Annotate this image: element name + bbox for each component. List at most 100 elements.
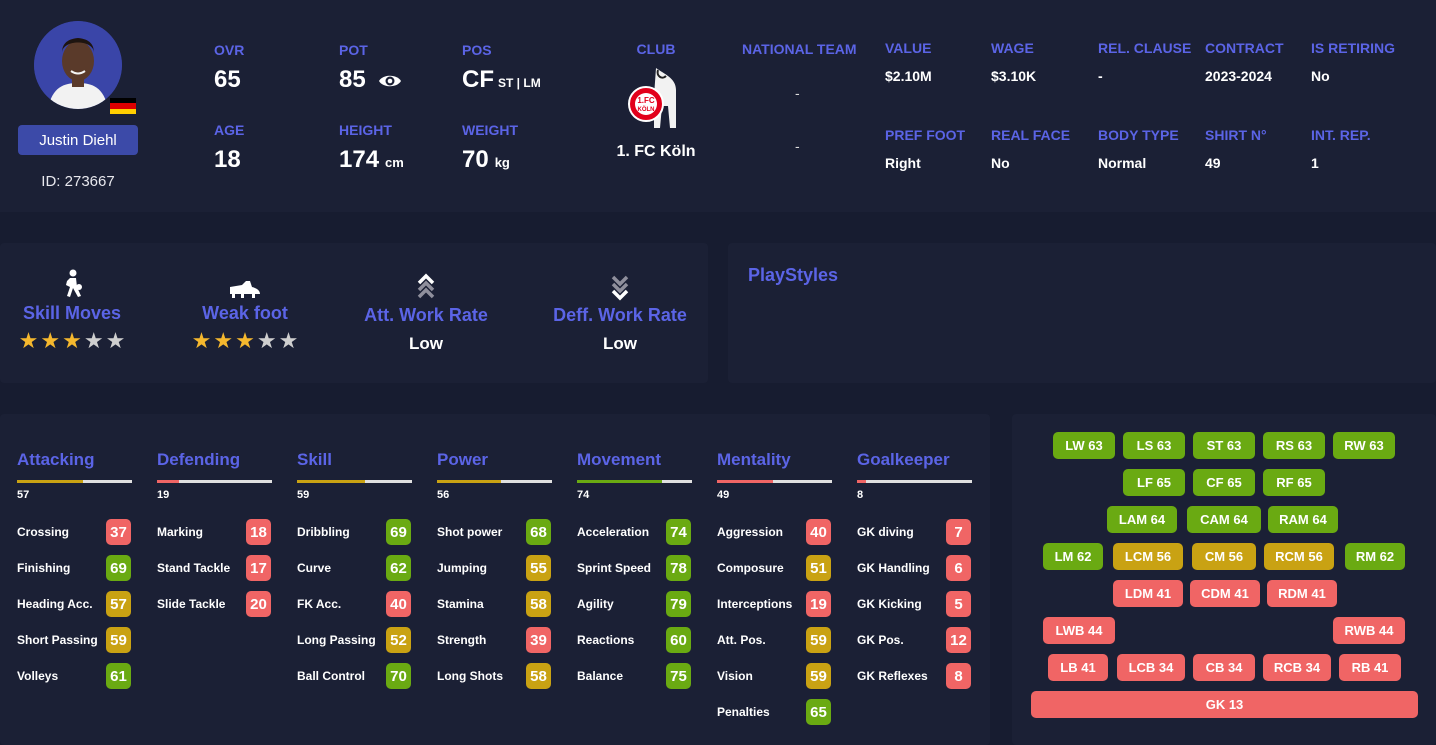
main-position: CF bbox=[462, 66, 494, 93]
club-name[interactable]: 1. FC Köln bbox=[616, 143, 696, 160]
position-rating-lcm[interactable]: LCM 56 bbox=[1113, 543, 1183, 570]
attribute-row: Long Shots 58 bbox=[437, 663, 551, 689]
position-rating-lwb[interactable]: LWB 44 bbox=[1043, 617, 1115, 644]
is-retiring-value: No bbox=[1311, 68, 1330, 84]
traits-panel: Skill Moves ★ ★ ★ ★ ★ Weak foot ★ ★ ★ ★ ★ Att. W… bbox=[0, 243, 708, 383]
category-bar-fill bbox=[717, 480, 774, 483]
height-unit: cm bbox=[385, 155, 404, 170]
category-movement: Movement 74 bbox=[577, 450, 692, 501]
weight-label: WEIGHT bbox=[462, 122, 518, 138]
attribute-row: Heading Acc. 57 bbox=[17, 591, 131, 617]
attribute-row: Volleys 61 bbox=[17, 663, 131, 689]
position-rating-lw[interactable]: LW 63 bbox=[1053, 432, 1115, 459]
attribute-value: 7 bbox=[946, 519, 971, 545]
position-rating-rw[interactable]: RW 63 bbox=[1333, 432, 1395, 459]
shirt-number-value: 49 bbox=[1205, 155, 1221, 171]
position-rating-rwb[interactable]: RWB 44 bbox=[1333, 617, 1405, 644]
category-power: Power 56 bbox=[437, 450, 552, 501]
def-work-rate-label: Deff. Work Rate bbox=[553, 305, 687, 325]
value-value: $2.10M bbox=[885, 68, 932, 84]
position-rating-rs[interactable]: RS 63 bbox=[1263, 432, 1325, 459]
attribute-value: 59 bbox=[806, 663, 831, 689]
attribute-value: 57 bbox=[106, 591, 131, 617]
wage-value: $3.10K bbox=[991, 68, 1037, 84]
position-rating-rdm[interactable]: RDM 41 bbox=[1267, 580, 1337, 607]
attribute-row: Acceleration 74 bbox=[577, 519, 691, 545]
attribute-name: Slide Tackle bbox=[157, 597, 226, 611]
playstyles-title: PlayStyles bbox=[748, 265, 839, 285]
attribute-row: Vision 59 bbox=[717, 663, 831, 689]
position-rating-lf[interactable]: LF 65 bbox=[1123, 469, 1185, 496]
attribute-row: Strength 39 bbox=[437, 627, 551, 653]
attribute-value: 59 bbox=[106, 627, 131, 653]
attribute-name: GK Kicking bbox=[857, 597, 922, 611]
position-rating-lam[interactable]: LAM 64 bbox=[1107, 506, 1177, 533]
attribute-name: Heading Acc. bbox=[17, 597, 93, 611]
player-avatar bbox=[34, 21, 122, 109]
chevrons-up-icon bbox=[417, 273, 435, 299]
rel-clause-value: - bbox=[1098, 68, 1103, 84]
position-rating-lm[interactable]: LM 62 bbox=[1043, 543, 1103, 570]
player-id: ID: 273667 bbox=[41, 173, 115, 190]
attribute-row: GK diving 7 bbox=[857, 519, 971, 545]
attribute-name: Interceptions bbox=[717, 597, 793, 611]
position-rating-lcb[interactable]: LCB 34 bbox=[1117, 654, 1185, 681]
star-icon: ★ bbox=[256, 328, 277, 353]
pos-label: POS bbox=[462, 42, 492, 58]
attribute-value: 55 bbox=[526, 555, 551, 581]
attribute-value: 79 bbox=[666, 591, 691, 617]
attribute-name: Strength bbox=[437, 633, 487, 647]
attribute-value: 62 bbox=[386, 555, 411, 581]
position-rating-cm[interactable]: CM 56 bbox=[1192, 543, 1256, 570]
position-rating-cf[interactable]: CF 65 bbox=[1193, 469, 1255, 496]
attribute-name: Acceleration bbox=[577, 525, 650, 539]
position-rating-cb[interactable]: CB 34 bbox=[1193, 654, 1255, 681]
attribute-value: 58 bbox=[526, 591, 551, 617]
attribute-row: Dribbling 69 bbox=[297, 519, 411, 545]
position-rating-rcm[interactable]: RCM 56 bbox=[1264, 543, 1334, 570]
height-number: 174 bbox=[339, 146, 380, 173]
attribute-row: GK Reflexes 8 bbox=[857, 663, 971, 689]
player-name-badge[interactable]: Justin Diehl bbox=[18, 125, 138, 155]
position-rating-lb[interactable]: LB 41 bbox=[1048, 654, 1108, 681]
attribute-value: 75 bbox=[666, 663, 691, 689]
attribute-name: Short Passing bbox=[17, 633, 98, 647]
rel-clause-label: REL. CLAUSE bbox=[1098, 40, 1192, 56]
chevrons-down-icon bbox=[611, 275, 629, 301]
attribute-name: GK Pos. bbox=[857, 633, 904, 647]
club-crest-icon[interactable]: 1.FC KÖLN bbox=[626, 66, 688, 135]
position-rating-gk[interactable]: GK 13 bbox=[1031, 691, 1418, 718]
attribute-row: Composure 51 bbox=[717, 555, 831, 581]
position-rating-rm[interactable]: RM 62 bbox=[1345, 543, 1405, 570]
body-type-value: Normal bbox=[1098, 155, 1147, 171]
position-rating-rcb[interactable]: RCB 34 bbox=[1263, 654, 1331, 681]
category-bar-fill bbox=[297, 480, 365, 483]
star-icon: ★ bbox=[191, 328, 212, 353]
height-label: HEIGHT bbox=[339, 122, 392, 138]
category-bar bbox=[577, 480, 692, 483]
attribute-value: 78 bbox=[666, 555, 691, 581]
eye-icon[interactable] bbox=[378, 73, 402, 89]
position-rating-st[interactable]: ST 63 bbox=[1193, 432, 1255, 459]
position-rating-rf[interactable]: RF 65 bbox=[1263, 469, 1325, 496]
attribute-row: Long Passing 52 bbox=[297, 627, 411, 653]
attribute-row: Slide Tackle 20 bbox=[157, 591, 271, 617]
attribute-name: Shot power bbox=[437, 525, 503, 539]
pos-value: CF ST | LM bbox=[462, 66, 541, 94]
position-rating-ls[interactable]: LS 63 bbox=[1123, 432, 1185, 459]
attribute-name: Vision bbox=[717, 669, 753, 683]
category-average: 56 bbox=[437, 489, 450, 501]
att-work-rate-value: Low bbox=[409, 334, 443, 353]
position-rating-cam[interactable]: CAM 64 bbox=[1187, 506, 1261, 533]
position-rating-rb[interactable]: RB 41 bbox=[1339, 654, 1401, 681]
position-rating-ram[interactable]: RAM 64 bbox=[1268, 506, 1338, 533]
attribute-name: GK Handling bbox=[857, 561, 930, 575]
attribute-value: 37 bbox=[106, 519, 131, 545]
weight-value: 70 kg bbox=[462, 146, 510, 174]
attribute-name: Marking bbox=[157, 525, 204, 539]
skill-moves: Skill Moves ★ ★ ★ ★ ★ bbox=[0, 265, 152, 352]
category-title: Movement bbox=[577, 450, 662, 469]
position-rating-ldm[interactable]: LDM 41 bbox=[1113, 580, 1183, 607]
position-rating-cdm[interactable]: CDM 41 bbox=[1190, 580, 1260, 607]
attribute-value: 5 bbox=[946, 591, 971, 617]
